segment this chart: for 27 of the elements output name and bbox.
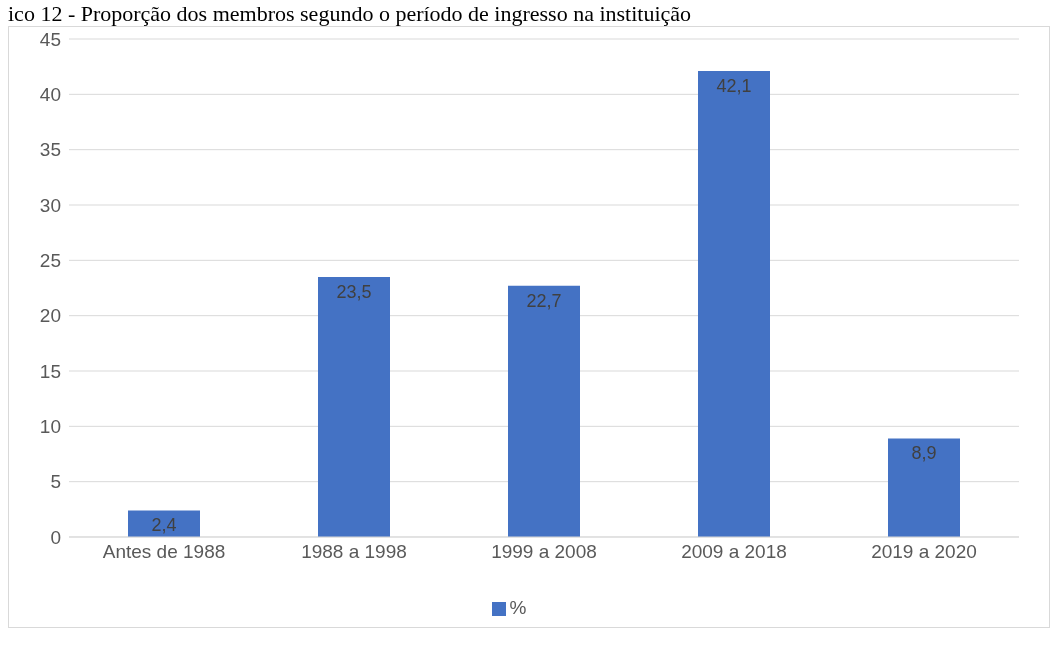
legend-label: %	[509, 597, 527, 618]
x-tick-label: 2019 a 2020	[871, 541, 977, 563]
x-tick-label: 2009 a 2018	[681, 541, 787, 563]
data-label: 2,4	[151, 515, 177, 536]
y-tick-label: 15	[39, 360, 61, 382]
x-tick-label: 1988 a 1998	[301, 541, 407, 563]
data-label: 42,1	[716, 75, 752, 96]
bar	[508, 285, 580, 537]
y-tick-label: 35	[39, 139, 61, 161]
y-tick-label: 25	[39, 250, 61, 272]
y-tick-label: 45	[39, 28, 61, 50]
y-tick-label: 30	[39, 194, 61, 216]
bar	[128, 510, 200, 537]
y-tick-label: 0	[50, 526, 61, 548]
y-tick-label: 10	[39, 416, 61, 438]
x-tick-label: 1999 a 2008	[491, 541, 597, 563]
bar	[698, 71, 770, 537]
data-label: 23,5	[336, 281, 372, 302]
chart-title: ico 12 - Proporção dos membros segundo o período de ingresso na instituição	[8, 1, 693, 26]
y-tick-label: 40	[39, 84, 61, 106]
x-tick-label: Antes de 1988	[102, 541, 226, 563]
bar	[888, 438, 960, 537]
y-tick-label: 5	[50, 471, 61, 493]
data-label: 8,9	[911, 443, 937, 464]
y-tick-label: 20	[39, 305, 61, 327]
bar	[318, 276, 390, 537]
data-label: 22,7	[526, 290, 562, 311]
